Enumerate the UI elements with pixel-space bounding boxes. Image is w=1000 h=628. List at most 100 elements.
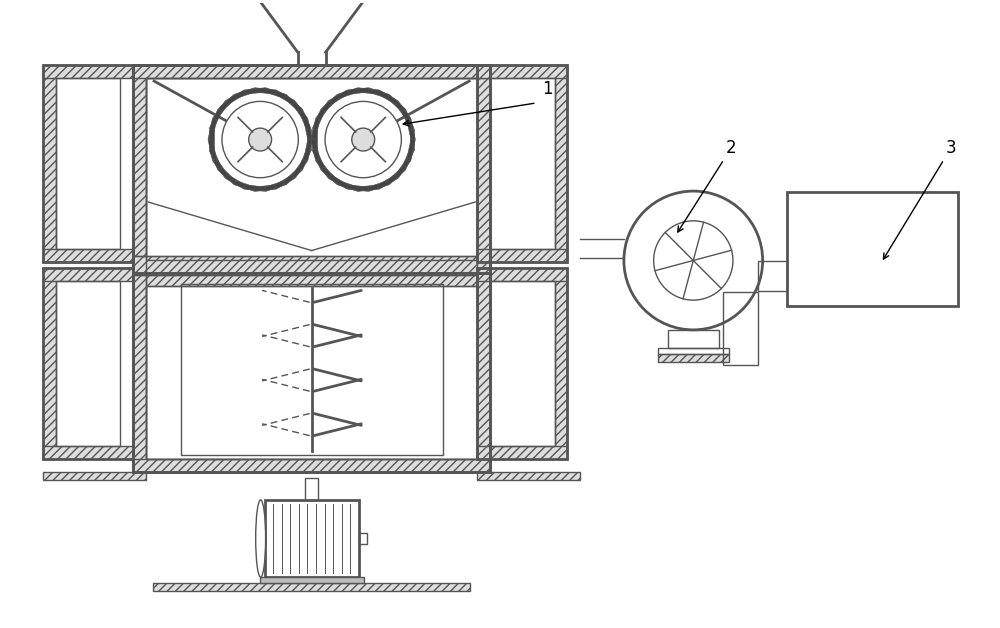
Bar <box>668 330 719 348</box>
Bar <box>401 149 414 170</box>
Bar <box>292 158 308 178</box>
Bar <box>146 78 477 458</box>
Circle shape <box>624 191 763 330</box>
Bar <box>133 273 146 472</box>
Bar <box>244 185 266 192</box>
Bar <box>265 500 359 577</box>
Bar <box>304 119 312 140</box>
Bar <box>209 129 214 150</box>
Bar <box>43 249 133 262</box>
Bar <box>133 65 490 273</box>
Bar <box>658 348 729 354</box>
Bar <box>133 458 490 472</box>
Bar <box>56 78 120 249</box>
Bar <box>367 181 389 192</box>
Bar <box>477 472 580 480</box>
Bar <box>43 268 133 281</box>
Bar <box>312 149 325 170</box>
Circle shape <box>325 101 401 178</box>
Bar <box>321 167 340 185</box>
Bar <box>264 88 286 99</box>
Bar <box>298 109 311 131</box>
Bar <box>477 268 567 458</box>
Bar <box>133 65 490 78</box>
Bar <box>401 109 414 131</box>
Circle shape <box>352 128 375 151</box>
Bar <box>477 446 567 458</box>
Bar <box>477 65 490 273</box>
Bar <box>43 65 133 262</box>
Bar <box>234 88 256 99</box>
Bar <box>357 185 379 192</box>
Ellipse shape <box>256 500 266 577</box>
Bar <box>208 139 217 161</box>
Bar <box>555 268 567 458</box>
Bar <box>477 65 567 262</box>
Text: 3: 3 <box>946 139 957 158</box>
Bar <box>477 65 490 472</box>
Bar <box>410 129 414 150</box>
Bar <box>133 65 146 472</box>
Bar <box>307 129 311 150</box>
Bar <box>312 109 325 131</box>
Bar <box>133 256 490 275</box>
Bar <box>264 181 286 192</box>
Bar <box>316 158 332 178</box>
Bar <box>407 119 415 140</box>
Bar <box>658 354 729 362</box>
Bar <box>225 175 246 189</box>
Bar <box>133 65 490 78</box>
Bar <box>477 268 567 281</box>
Bar <box>213 101 229 121</box>
Bar <box>386 95 405 112</box>
Bar <box>386 167 405 185</box>
Bar <box>234 181 256 192</box>
Bar <box>311 139 320 161</box>
Bar <box>43 268 133 458</box>
Bar <box>153 583 470 591</box>
Bar <box>304 139 312 161</box>
Bar <box>208 119 217 140</box>
Bar <box>787 192 958 306</box>
Bar <box>357 88 379 94</box>
Bar <box>490 78 555 249</box>
Bar <box>407 139 415 161</box>
Bar <box>321 95 340 112</box>
Bar <box>328 175 349 189</box>
Bar <box>347 88 369 94</box>
Bar <box>133 273 490 286</box>
Bar <box>347 185 369 192</box>
Bar <box>490 281 555 446</box>
Bar <box>43 472 146 480</box>
Bar <box>555 65 567 262</box>
Bar <box>260 577 364 583</box>
Bar <box>133 261 490 273</box>
Bar <box>283 95 302 112</box>
Bar <box>254 185 276 192</box>
Bar <box>209 149 222 170</box>
Bar <box>395 101 411 121</box>
Bar <box>377 90 398 104</box>
Bar <box>305 478 318 500</box>
Bar <box>209 109 222 131</box>
Bar <box>316 101 332 121</box>
Bar <box>218 95 237 112</box>
Circle shape <box>654 221 733 300</box>
Circle shape <box>222 101 298 178</box>
Text: 1: 1 <box>542 80 552 98</box>
Bar <box>254 88 276 94</box>
Bar <box>328 90 349 104</box>
Bar <box>311 119 320 140</box>
Bar <box>395 158 411 178</box>
Bar <box>292 101 308 121</box>
Text: 2: 2 <box>726 139 737 158</box>
Bar <box>359 533 367 544</box>
Bar <box>213 158 229 178</box>
Bar <box>43 446 133 458</box>
Bar <box>477 65 567 78</box>
Bar <box>133 65 490 472</box>
Bar <box>43 268 56 458</box>
Bar <box>244 88 266 94</box>
Bar <box>312 129 317 150</box>
Bar <box>283 167 302 185</box>
